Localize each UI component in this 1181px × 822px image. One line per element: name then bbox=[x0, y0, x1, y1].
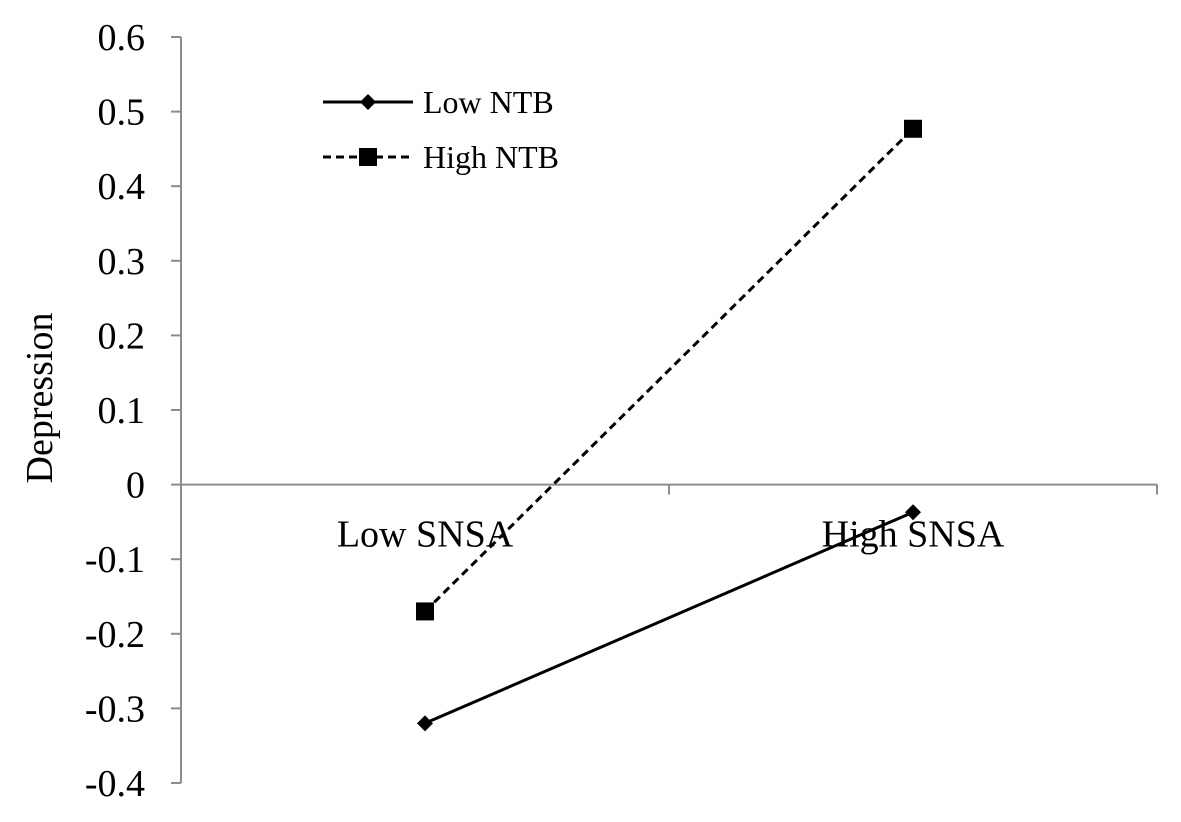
x-category-label: Low SNSA bbox=[337, 514, 514, 556]
y-tick-label: 0.5 bbox=[98, 92, 146, 134]
y-tick-label: -0.3 bbox=[85, 688, 145, 730]
x-category-label: High SNSA bbox=[822, 514, 1005, 556]
y-tick-label: 0.1 bbox=[98, 390, 146, 432]
y-tick-label: 0.2 bbox=[98, 315, 146, 357]
diamond-marker bbox=[360, 94, 376, 110]
y-tick-label: 0.6 bbox=[98, 17, 146, 59]
square-marker bbox=[359, 148, 377, 166]
series-line bbox=[423, 127, 915, 613]
y-tick-labels: -0.4 -0.3 -0.2 -0.1 0 0.1 0.2 0.3 0.4 0.5 0.6 bbox=[85, 17, 145, 805]
diamond-marker bbox=[905, 504, 921, 521]
legend-label: High NTB bbox=[423, 139, 559, 175]
y-tick-label: -0.2 bbox=[85, 614, 145, 656]
y-axis-title: Depression bbox=[19, 313, 61, 484]
series-line bbox=[424, 510, 914, 725]
y-tick-label: 0 bbox=[126, 465, 145, 507]
x-category-labels: Low SNSA High SNSA bbox=[337, 514, 1005, 556]
y-tick-label: 0.4 bbox=[98, 166, 146, 208]
square-marker bbox=[904, 119, 922, 138]
diamond-marker bbox=[417, 715, 433, 732]
legend: Low NTB High NTB bbox=[323, 84, 559, 175]
y-tick-label: -0.4 bbox=[85, 763, 145, 805]
legend-label: Low NTB bbox=[423, 84, 554, 120]
series-layer bbox=[416, 119, 922, 732]
y-tick-label: -0.1 bbox=[85, 539, 145, 581]
y-tick-label: 0.3 bbox=[98, 241, 146, 283]
square-marker bbox=[416, 602, 434, 621]
chart-axes bbox=[171, 36, 1158, 784]
